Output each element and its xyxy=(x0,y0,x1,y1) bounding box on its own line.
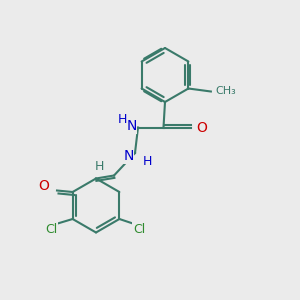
Text: O: O xyxy=(39,179,50,193)
Text: O: O xyxy=(196,121,207,134)
Text: N: N xyxy=(126,119,136,133)
Text: H: H xyxy=(143,155,152,168)
Text: CH₃: CH₃ xyxy=(215,86,236,97)
Text: N: N xyxy=(123,149,134,163)
Text: H: H xyxy=(118,112,127,126)
Text: Cl: Cl xyxy=(133,223,145,236)
Text: Cl: Cl xyxy=(46,223,58,236)
Text: H: H xyxy=(94,160,104,173)
